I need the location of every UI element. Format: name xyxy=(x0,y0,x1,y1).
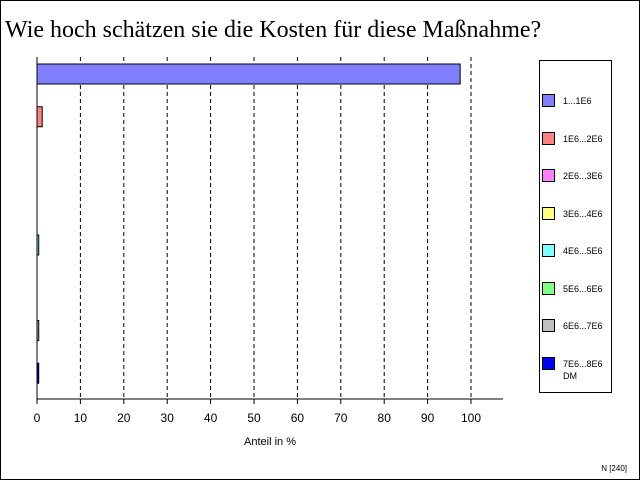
legend-label: 5E6...6E6 xyxy=(563,283,603,294)
x-tick-label: 90 xyxy=(421,411,435,425)
x-tick-label: 70 xyxy=(334,411,348,425)
bar xyxy=(36,362,40,384)
legend-swatch xyxy=(542,94,555,107)
x-axis-label: Anteil in % xyxy=(244,436,296,448)
x-tick-label: 0 xyxy=(34,411,41,425)
chart-title: Wie hoch schätzen sie die Kosten für die… xyxy=(5,17,542,43)
legend-swatch xyxy=(542,244,555,257)
legend-swatch xyxy=(542,319,555,332)
bar xyxy=(36,234,40,256)
legend: 1...1E6 1E6...2E6 2E6...3E6 3E6...4E6 4E6...… xyxy=(539,60,612,393)
x-tick-label: 80 xyxy=(378,411,392,425)
bar xyxy=(36,106,43,128)
x-tick-label: 50 xyxy=(247,411,261,425)
x-tick-label: 20 xyxy=(117,411,131,425)
legend-swatch xyxy=(542,169,555,182)
x-tick-label: 40 xyxy=(204,411,218,425)
legend-swatch xyxy=(542,281,555,295)
legend-swatch xyxy=(542,131,555,145)
legend-label: 1E6...2E6 xyxy=(563,133,603,144)
sample-size: N [240] xyxy=(601,464,627,473)
legend-label: 6E6...7E6 xyxy=(563,321,603,331)
bar xyxy=(36,320,40,341)
x-tick-label: 100 xyxy=(461,411,481,425)
legend-label: 4E6...5E6 xyxy=(563,246,603,256)
legend-label: 2E6...3E6 xyxy=(563,171,603,181)
legend-label: 1...1E6 xyxy=(563,96,592,106)
x-tick-label: 30 xyxy=(161,411,175,425)
bar xyxy=(36,63,461,85)
x-tick-label: 10 xyxy=(74,411,88,425)
legend-label: 7E6...8E6 DM xyxy=(563,358,603,381)
legend-swatch xyxy=(542,206,555,220)
legend-label: 3E6...4E6 xyxy=(563,208,603,219)
x-tick-label: 60 xyxy=(291,411,305,425)
legend-swatch xyxy=(542,356,555,370)
